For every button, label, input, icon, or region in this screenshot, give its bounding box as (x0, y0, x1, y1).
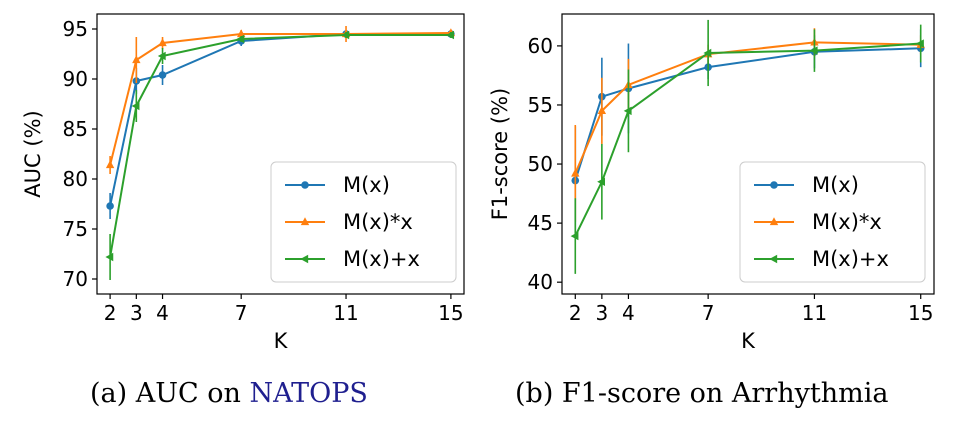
data-pointm-x-plus-x (236, 34, 245, 44)
y-tick-label: 75 (63, 217, 88, 241)
x-tick-label: 15 (908, 301, 933, 325)
x-tick-label: 7 (235, 301, 248, 325)
legend-markerm-x (770, 181, 778, 189)
x-tick-label: 11 (333, 301, 358, 325)
axes-frame (96, 13, 465, 295)
y-axis-label: F1-score (%) (488, 88, 512, 220)
caption-a: (a) AUC on NATOPS (90, 378, 368, 409)
x-tick-label: 3 (595, 301, 608, 325)
legend: M(x) M(x)*x M(x)+x (270, 161, 457, 283)
data-pointm-x-plus-x (131, 101, 140, 111)
legend-markerm-x-plus-x (300, 254, 309, 264)
legend-labelm-x-times-x: M(x)*x (343, 210, 413, 234)
legend-markerm-x-times-x (769, 217, 779, 226)
data-pointm-x-plus-x (703, 48, 712, 58)
series-linem-x-plus-x (109, 34, 451, 258)
data-pointm-x-times-x (105, 160, 115, 169)
legend-labelm-x-plus-x: M(x)+x (812, 247, 889, 271)
x-tick-label: 11 (802, 301, 827, 325)
data-pointm-x-plus-x (809, 46, 818, 55)
legend-labelm-x: M(x) (343, 173, 390, 197)
caption-a-dataset: NATOPS (249, 378, 368, 409)
legend-markerm-x-plus-x (769, 254, 778, 264)
y-axis-label: AUC (%) (21, 110, 45, 197)
data-pointm-x-plus-x (597, 177, 606, 186)
x-tick-label: 4 (622, 301, 635, 325)
data-pointm-x-times-x (158, 38, 167, 47)
data-pointm-x (158, 71, 167, 79)
chart-panel-f1: 2 3 4 7 11 15 40 45 50 55 60 K F1-score (%) M(x) M(x)*… (488, 13, 935, 353)
series-linem-x-times-x (574, 41, 921, 174)
legend-markerm-x-times-x (300, 217, 310, 226)
x-axis-label: K (274, 329, 289, 353)
data-pointm-x-plus-x (341, 30, 350, 40)
legend-labelm-x: M(x) (812, 173, 859, 197)
y-tick-label: 60 (528, 34, 553, 58)
y-tick-label: 45 (528, 211, 553, 235)
series-linem-x-times-x (109, 32, 451, 166)
data-pointm-x-plus-x (916, 39, 924, 48)
data-pointm-x-times-x (132, 55, 141, 64)
x-tick-label: 15 (438, 301, 463, 325)
series-linem-x (574, 47, 921, 181)
data-pointm-x-plus-x (446, 30, 455, 40)
legend-box (270, 161, 457, 283)
data-pointm-x-times-x (597, 106, 607, 115)
data-pointm-x-times-x (236, 29, 246, 38)
x-tick-label: 3 (130, 301, 143, 325)
y-tick-label: 70 (63, 267, 88, 291)
legend-markerm-x (301, 181, 309, 189)
caption-b: (b) F1-score on Arrhythmia (515, 378, 888, 409)
x-axis-label: K (741, 329, 756, 353)
y-tick-label: 95 (63, 17, 88, 41)
legend-labelm-x-times-x: M(x)*x (812, 210, 882, 234)
data-pointm-x-plus-x (157, 51, 166, 61)
y-tick-label: 50 (528, 152, 553, 176)
data-pointm-x-plus-x (570, 231, 579, 241)
x-tick-label: 2 (569, 301, 582, 325)
legend-box (739, 161, 926, 283)
y-tick-label: 40 (528, 270, 553, 294)
y-tick-label: 90 (63, 67, 88, 91)
x-tick-label: 4 (156, 301, 169, 325)
y-tick-label: 55 (528, 93, 553, 117)
data-pointm-x-plus-x (105, 252, 114, 262)
caption-b-text: (b) F1-score on Arrhythmia (515, 378, 889, 409)
data-pointm-x-times-x (571, 168, 580, 177)
x-tick-label: 2 (104, 301, 117, 325)
caption-a-text: (a) AUC on (90, 378, 250, 409)
series-linem-x-plus-x (574, 42, 921, 237)
y-tick-label: 85 (63, 117, 88, 141)
axes-frame (561, 13, 935, 295)
data-pointm-x (106, 202, 114, 210)
data-pointm-x-plus-x (623, 106, 632, 116)
y-tick-label: 80 (63, 167, 88, 191)
x-tick-label: 7 (702, 301, 715, 325)
legend: M(x) M(x)*x M(x)+x (739, 161, 926, 283)
legend-labelm-x-plus-x: M(x)+x (343, 247, 420, 271)
